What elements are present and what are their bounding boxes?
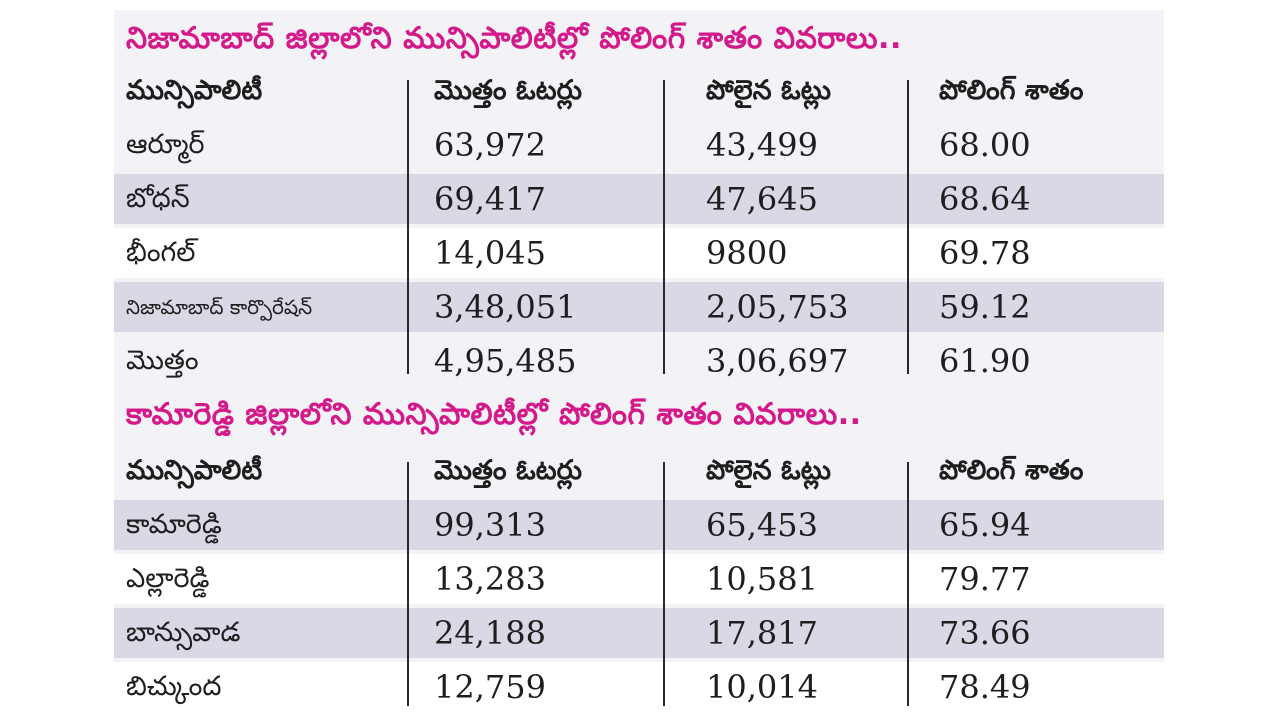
row-total: 24,188 — [434, 614, 546, 652]
row-name: నిజామాబాద్ కార్పొరేషన్ — [126, 295, 313, 319]
row-percent: 79.77 — [939, 560, 1031, 598]
row-polled: 10,581 — [706, 560, 818, 598]
header-polling-percent: పోలింగ్ శాతం — [939, 455, 1084, 486]
header-polling-percent: పోలింగ్ శాతం — [939, 75, 1084, 106]
header-total-voters: మొత్తం ఓటర్లు — [434, 455, 582, 486]
row-percent: 65.94 — [939, 506, 1031, 544]
table-row: బోధన్ 69,417 47,645 68.64 — [114, 174, 1164, 224]
header-municipality: మున్సిపాలిటీ — [126, 455, 263, 486]
row-polled: 9800 — [706, 234, 788, 272]
row-polled: 65,453 — [706, 506, 818, 544]
row-total: 14,045 — [434, 234, 546, 272]
row-name: ఎల్లారెడ్డి — [126, 563, 210, 594]
row-name: బోధన్ — [126, 183, 190, 214]
row-name: ఆర్మూర్ — [126, 129, 205, 160]
row-total: 4,95,485 — [434, 342, 577, 380]
row-polled: 47,645 — [706, 180, 818, 218]
row-name: బాన్సువాడ — [126, 617, 241, 648]
table-row: నిజామాబాద్ కార్పొరేషన్ 3,48,051 2,05,753… — [114, 282, 1164, 332]
row-percent: 68.64 — [939, 180, 1031, 218]
header-total-voters: మొత్తం ఓటర్లు — [434, 75, 582, 106]
table-row: కామారెడ్డి 99,313 65,453 65.94 — [114, 500, 1164, 550]
table-row: ఎల్లారెడ్డి 13,283 10,581 79.77 — [114, 554, 1164, 604]
row-polled: 43,499 — [706, 126, 818, 164]
table-row: ఆర్మూర్ 63,972 43,499 68.00 — [114, 120, 1164, 170]
row-total: 63,972 — [434, 126, 546, 164]
table-row-total: మొత్తం 4,95,485 3,06,697 61.90 — [114, 336, 1164, 386]
row-polled: 3,06,697 — [706, 342, 849, 380]
table-row: బిచ్కుంద 12,759 10,014 78.49 — [114, 662, 1164, 712]
column-divider — [907, 80, 909, 374]
section2-header-row: మున్సిపాలిటీ మొత్తం ఓటర్లు పోలైన ఓట్లు ప… — [114, 446, 1164, 496]
row-total: 3,48,051 — [434, 288, 577, 326]
column-divider — [407, 80, 409, 374]
column-divider — [663, 462, 665, 706]
row-percent: 68.00 — [939, 126, 1031, 164]
table-row: భీంగల్ 14,045 9800 69.78 — [114, 228, 1164, 278]
row-percent: 73.66 — [939, 614, 1031, 652]
row-percent: 61.90 — [939, 342, 1031, 380]
section1-header-row: మున్సిపాలిటీ మొత్తం ఓటర్లు పోలైన ఓట్లు ప… — [114, 66, 1164, 116]
header-polled-votes: పోలైన ఓట్లు — [706, 75, 831, 106]
row-percent: 78.49 — [939, 668, 1031, 706]
row-total: 99,313 — [434, 506, 546, 544]
header-polled-votes: పోలైన ఓట్లు — [706, 455, 831, 486]
section1-title: నిజామాబాద్ జిల్లాలోని మున్సిపాలిటీల్లో ప… — [126, 21, 902, 56]
row-percent: 69.78 — [939, 234, 1031, 272]
row-name: మొత్తం — [126, 345, 199, 376]
row-polled: 2,05,753 — [706, 288, 849, 326]
row-polled: 10,014 — [706, 668, 818, 706]
row-name: బిచ్కుంద — [126, 671, 222, 702]
row-total: 13,283 — [434, 560, 546, 598]
row-polled: 17,817 — [706, 614, 818, 652]
column-divider — [907, 462, 909, 706]
table-row: బాన్సువాడ 24,188 17,817 73.66 — [114, 608, 1164, 658]
row-total: 69,417 — [434, 180, 546, 218]
row-total: 12,759 — [434, 668, 546, 706]
header-municipality: మున్సిపాలిటీ — [126, 75, 263, 106]
row-name: భీంగల్ — [126, 237, 196, 268]
row-percent: 59.12 — [939, 288, 1031, 326]
column-divider — [663, 80, 665, 374]
column-divider — [407, 462, 409, 706]
row-name: కామారెడ్డి — [126, 509, 222, 540]
section2-title: కామారెడ్డి జిల్లాలోని మున్సిపాలిటీల్లో ప… — [126, 397, 862, 432]
